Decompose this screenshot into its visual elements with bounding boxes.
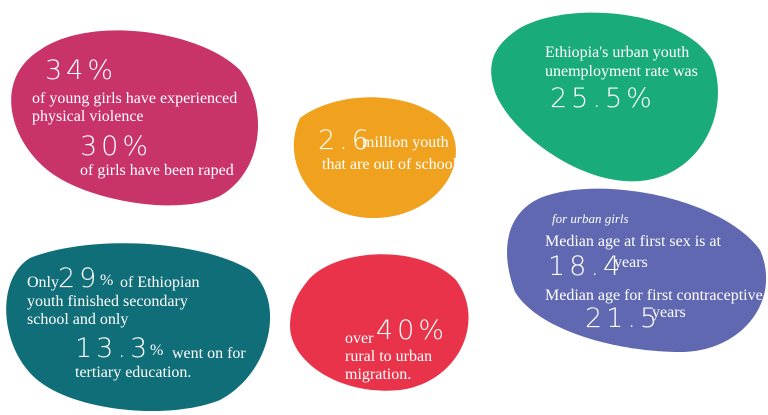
text: went on for: [172, 345, 246, 362]
text: youth finished secondary: [27, 293, 188, 310]
stat: 25.5%: [550, 83, 656, 114]
text: Median age for first contraceptive is: [545, 287, 768, 304]
purple-blob: [507, 188, 767, 352]
text: physical violence: [32, 108, 144, 125]
pink-blob: [11, 30, 259, 206]
text: migration.: [345, 366, 412, 383]
stat: 21.5: [585, 303, 662, 334]
text: rural to urban: [345, 348, 433, 365]
text: Ethiopia's urban youth: [545, 44, 690, 61]
unit: %: [150, 342, 164, 359]
text: Only: [27, 274, 59, 291]
text: of girls have been raped: [80, 162, 234, 179]
text: tertiary education.: [75, 364, 192, 381]
note: for urban girls: [552, 211, 629, 226]
text: over: [345, 330, 374, 347]
stat: 13.3: [75, 333, 152, 364]
stat: 30%: [80, 131, 153, 162]
stat: 34%: [45, 55, 118, 86]
orange-blob: [293, 97, 456, 219]
red-blob: [290, 254, 469, 391]
text: that are out of school: [322, 156, 458, 173]
text: of young girls have experienced: [32, 90, 238, 107]
stat: 29: [58, 263, 101, 294]
stat: 40%: [376, 315, 449, 346]
text: Median age at first sex is at: [545, 233, 721, 250]
stat: 2.6: [318, 125, 373, 156]
text: unemployment rate was: [545, 63, 698, 80]
unit: %: [100, 272, 114, 289]
teal-blob: [6, 243, 271, 412]
stat: 18.4: [548, 251, 625, 282]
text: million youth: [362, 134, 449, 151]
text: of Ethiopian: [120, 274, 200, 291]
text: school and only: [27, 311, 129, 328]
green-blob: [491, 12, 718, 182]
unit: years: [614, 254, 648, 271]
unit: years: [652, 304, 686, 321]
